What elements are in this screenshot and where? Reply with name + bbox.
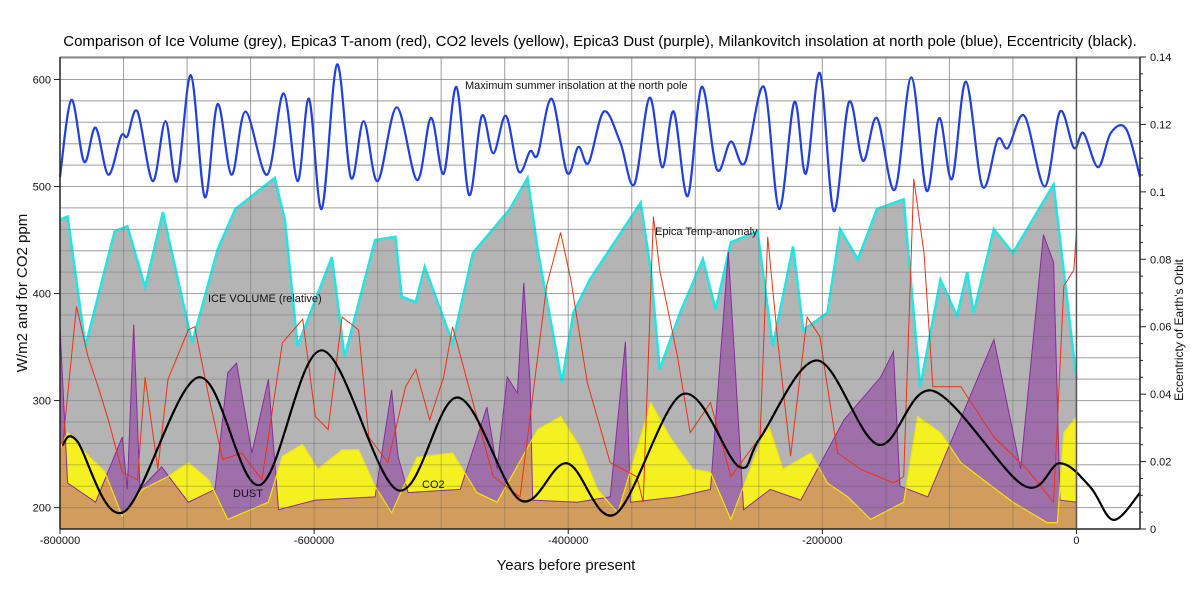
annotation-co2: CO2	[422, 479, 445, 491]
series-layer	[58, 63, 1142, 529]
annotation-temp: Epica Temp-anomaly	[655, 226, 758, 238]
y2-axis-label: Eccentricty of Earth's Orbit	[1172, 259, 1186, 401]
tick-labels: -800000 -600000 -400000 -200000 0 200 300 400 50…	[33, 52, 1172, 547]
co2-dust-overlap-area	[60, 438, 1077, 529]
y2-tick-label: 0.1	[1150, 187, 1165, 199]
annotation-dust: DUST	[233, 488, 263, 500]
y-tick-label: 500	[33, 182, 51, 194]
x-tick-label: -800000	[40, 535, 80, 547]
y-tick-label: 300	[33, 396, 51, 408]
y2-tick-label: 0.06	[1150, 322, 1171, 334]
y2-tick-label: 0.04	[1150, 389, 1171, 401]
x-tick-label: -200000	[802, 535, 842, 547]
y-tick-label: 200	[33, 503, 51, 515]
ice-volume-area	[60, 177, 1077, 529]
y2-tick-label: 0.14	[1150, 52, 1171, 64]
annotation-ice: ICE VOLUME (relative)	[208, 293, 322, 305]
dust-line	[59, 234, 1077, 511]
y-axis-label: W/m2 and for CO2 ppm	[14, 214, 31, 372]
annotation-insolation: Maximum summer insolation at the north p…	[465, 80, 688, 92]
x-axis-label: Years before present	[497, 557, 637, 574]
insolation-line	[58, 63, 1142, 213]
y2-tick-label: 0.12	[1150, 119, 1171, 131]
y-tick-label: 400	[33, 289, 51, 301]
y2-tick-label: 0.08	[1150, 254, 1171, 266]
x-tick-label: -400000	[548, 535, 588, 547]
eccentricity-line	[61, 349, 1141, 521]
x-tick-label: 0	[1073, 535, 1079, 547]
axes	[54, 56, 1146, 534]
y2-tick-label: 0	[1150, 524, 1156, 536]
co2-line	[59, 401, 1077, 524]
ice-volume-line	[59, 174, 1078, 387]
grid-overlay	[60, 57, 1140, 529]
x-tick-label: -600000	[294, 535, 334, 547]
y2-tick-label: 0.02	[1150, 457, 1171, 469]
temperature-line	[62, 178, 1077, 504]
chart-title: Comparison of Ice Volume (grey), Epica3 …	[63, 33, 1137, 50]
y-tick-label: 600	[33, 74, 51, 86]
